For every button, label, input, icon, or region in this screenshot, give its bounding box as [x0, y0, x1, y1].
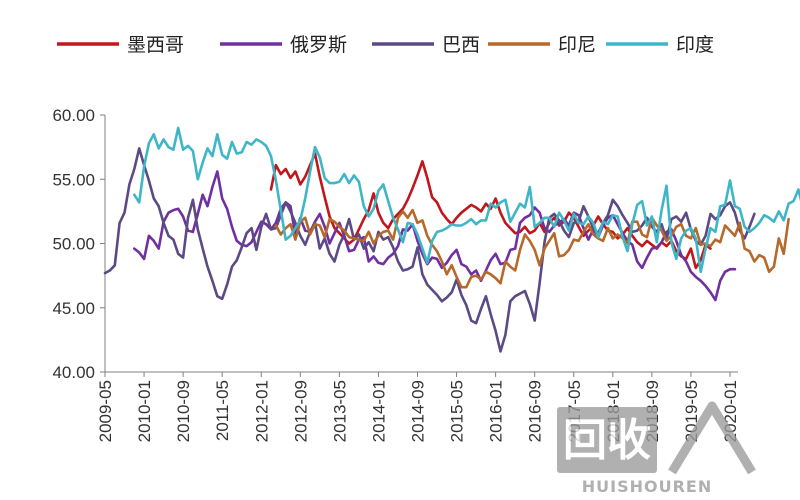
series-line-俄罗斯	[133, 170, 737, 302]
x-tick-label: 2010-01	[135, 380, 154, 442]
x-tick-label: 2014-09	[409, 380, 428, 442]
legend: 墨西哥 俄罗斯 巴西 印尼 印度	[57, 34, 714, 56]
chart-series	[103, 126, 800, 353]
x-tick-label: 2010-09	[174, 380, 193, 442]
chart-axes: 40.00 45.00 50.00 55.00 60.00 2009-05 2010-01 2…	[52, 106, 740, 442]
y-tick-label: 55.00	[52, 170, 95, 189]
y-tick-label: 60.00	[52, 106, 95, 125]
legend-label: 印度	[676, 34, 714, 56]
y-tick-label: 40.00	[52, 363, 95, 382]
x-tick-label: 2015-05	[448, 380, 467, 442]
watermark-logo-box	[557, 407, 657, 473]
x-tick-label: 2013-05	[330, 380, 349, 442]
x-tick-label: 2009-05	[96, 380, 115, 442]
x-tick-label: 2011-05	[213, 380, 232, 441]
legend-label: 印尼	[558, 34, 596, 56]
x-tick-label: 2016-09	[526, 380, 545, 442]
x-tick-label: 2014-01	[369, 380, 388, 442]
x-tick-label: 2012-01	[252, 380, 271, 442]
series-line-印尼	[274, 208, 790, 289]
y-tick-label: 45.00	[52, 299, 95, 318]
series-line-印度	[133, 126, 800, 274]
watermark-brand-text: HUISHOUREN	[582, 477, 712, 496]
watermark-arrow-icon	[668, 401, 756, 475]
legend-label: 俄罗斯	[290, 34, 347, 56]
watermark-logo: 回收 HUISHOUREN	[557, 401, 756, 496]
y-tick-label: 50.00	[52, 235, 95, 254]
legend-label: 墨西哥	[127, 34, 184, 56]
watermark-logo-text: 回收	[563, 415, 651, 466]
x-tick-label: 2016-01	[487, 380, 506, 442]
legend-label: 巴西	[442, 34, 480, 56]
x-tick-label: 2012-09	[291, 380, 310, 442]
